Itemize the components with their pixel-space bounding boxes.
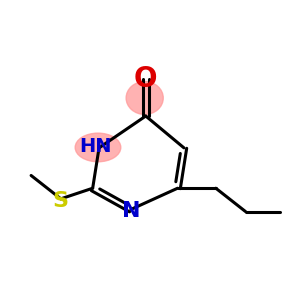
Text: S: S (53, 191, 69, 211)
Text: N: N (122, 200, 140, 220)
Text: O: O (134, 65, 158, 93)
Ellipse shape (75, 133, 121, 162)
Text: HN: HN (80, 137, 112, 156)
Ellipse shape (126, 82, 163, 114)
